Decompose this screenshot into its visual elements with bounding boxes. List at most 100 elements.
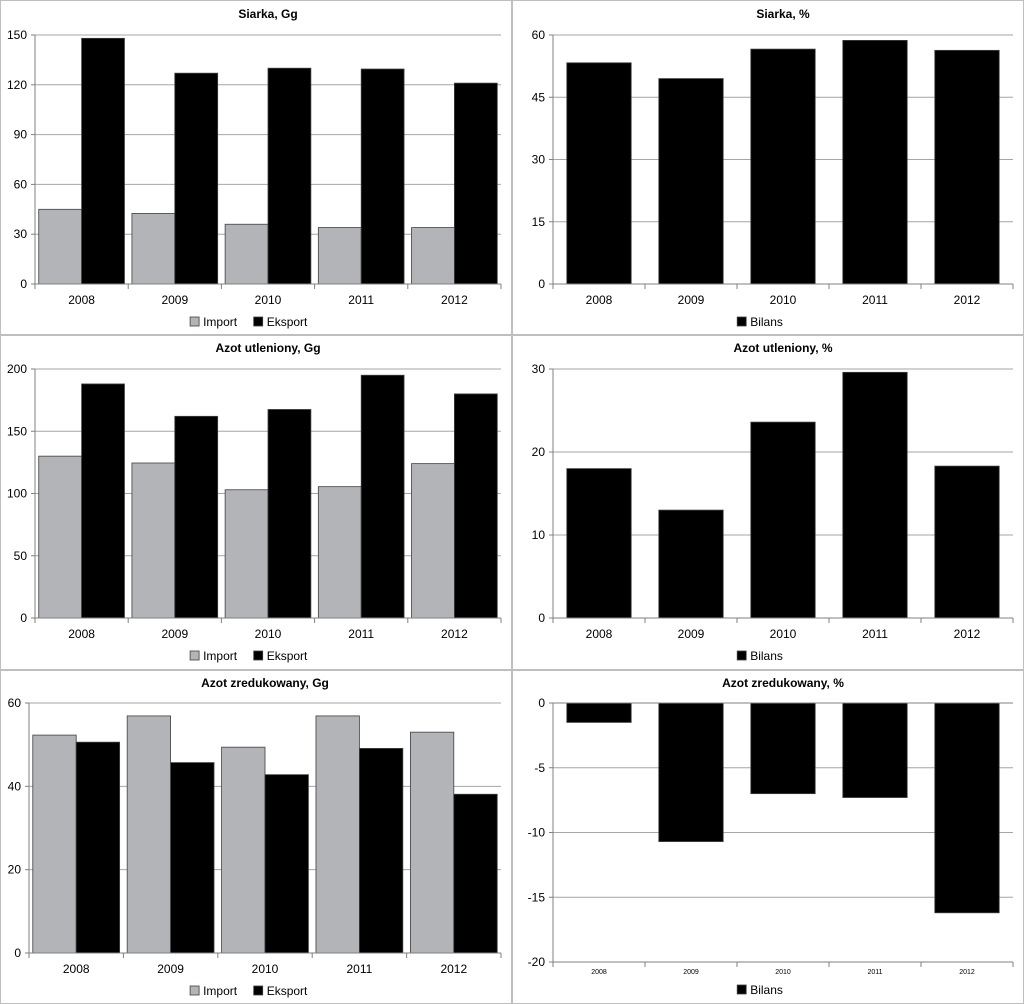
x-tick-label: 2011: [346, 962, 372, 976]
bar: [842, 371, 908, 619]
bar: [750, 421, 816, 619]
y-tick-label: 100: [7, 487, 27, 501]
chart-panel: Azot utleniony, Gg 0 50 100 150 200 2008 2009 20…: [0, 335, 512, 670]
bar: [81, 37, 125, 285]
x-tick-label: 2012: [441, 293, 468, 307]
x-tick-label: 2011: [348, 293, 374, 307]
bar: [360, 68, 405, 285]
bar: [409, 731, 455, 954]
x-tick-label: 2012: [440, 962, 467, 976]
x-tick-label: 2008: [68, 293, 95, 307]
y-tick-label: 50: [14, 549, 28, 563]
bar: [934, 702, 1000, 914]
chart-panel: Azot zredukowany, Gg 0 20 40 60 2008 2009 2010 2…: [0, 670, 512, 1004]
y-tick-label: 60: [532, 28, 546, 42]
x-tick-label: 2008: [68, 627, 95, 641]
y-tick-label: -20: [528, 955, 546, 969]
bar: [38, 455, 83, 619]
bar: [174, 415, 219, 619]
y-tick-label: 120: [7, 78, 27, 92]
legend-swatch: [189, 650, 200, 661]
legend-label: Bilans: [750, 649, 783, 663]
chart-panel: Azot utleniony, % 0 10 20 30 2008 2009 2010 2011…: [512, 335, 1024, 670]
bar: [453, 393, 498, 619]
legend-swatch: [736, 650, 747, 661]
x-tick-label: 2009: [678, 293, 705, 307]
x-tick-label: 2012: [441, 627, 468, 641]
chart-svg: Azot utleniony, % 0 10 20 30 2008 2009 2010 2011…: [532, 341, 1014, 663]
chart-svg: Azot utleniony, Gg 0 50 100 150 200 2008 2009 20…: [7, 341, 502, 663]
x-tick-label: 2010: [775, 969, 791, 976]
chart-title: Azot utleniony, Gg: [215, 341, 320, 355]
bar: [360, 374, 405, 619]
bar: [267, 67, 312, 285]
legend-label: Eksport: [267, 984, 308, 998]
chart-title: Azot utleniony, %: [733, 341, 832, 355]
x-tick-label: 2010: [770, 293, 797, 307]
y-tick-label: 20: [8, 863, 22, 877]
bar: [453, 793, 498, 954]
bar: [174, 72, 219, 285]
legend-label: Bilans: [750, 315, 783, 329]
x-tick-label: 2008: [63, 962, 90, 976]
bar: [81, 383, 125, 619]
bar: [317, 486, 362, 619]
legend-swatch: [189, 316, 200, 327]
bar: [317, 227, 362, 285]
bar: [170, 762, 215, 954]
y-tick-label: 200: [7, 362, 27, 376]
chart-title: Azot zredukowany, %: [722, 676, 844, 690]
x-tick-label: 2012: [959, 969, 975, 976]
x-tick-label: 2010: [255, 627, 282, 641]
bar: [658, 78, 724, 285]
x-tick-label: 2008: [586, 627, 613, 641]
bar: [32, 734, 77, 954]
y-tick-label: 10: [532, 528, 546, 542]
chart-svg: Siarka, % 0 15 30 45 60 2008 2009 2010 2011 2012 Bi…: [532, 7, 1014, 329]
bar: [566, 468, 632, 619]
bar: [126, 715, 172, 954]
x-tick-label: 2009: [161, 293, 188, 307]
bar: [131, 462, 176, 619]
bar: [658, 509, 724, 619]
bar: [267, 409, 312, 619]
chart-svg: Azot zredukowany, % 0 -5 -10 -15 -20 2008 2009 2…: [528, 676, 1014, 997]
y-tick-label: 45: [532, 90, 546, 104]
bar: [934, 49, 1000, 285]
bar: [131, 213, 176, 285]
legend-label: Bilans: [750, 983, 783, 997]
y-tick-label: 0: [20, 611, 27, 625]
chart-svg: Siarka, Gg 0 30 60 90 120 150 2008 2009 2010 2011 2…: [7, 7, 502, 329]
chart-svg: Azot zredukowany, Gg 0 20 40 60 2008 2009 2010 2…: [8, 676, 502, 998]
bar: [842, 39, 908, 285]
x-tick-label: 2011: [862, 627, 888, 641]
y-tick-label: 150: [7, 424, 27, 438]
y-tick-label: 0: [538, 611, 545, 625]
bar: [315, 715, 360, 954]
legend-swatch: [736, 316, 747, 327]
bar: [224, 223, 269, 285]
x-tick-label: 2009: [157, 962, 184, 976]
y-tick-label: 30: [14, 227, 28, 241]
bar: [934, 465, 1000, 619]
legend-swatch: [253, 316, 264, 327]
x-tick-label: 2008: [586, 293, 613, 307]
legend-swatch: [253, 650, 264, 661]
bar: [411, 227, 455, 285]
y-tick-label: 0: [538, 696, 545, 710]
y-tick-label: 90: [14, 128, 28, 142]
chart-title: Siarka, Gg: [238, 7, 297, 21]
y-tick-label: 40: [8, 779, 22, 793]
y-tick-label: 0: [14, 946, 21, 960]
x-tick-label: 2011: [348, 627, 374, 641]
y-tick-label: -15: [528, 890, 546, 904]
legend-label: Import: [203, 649, 238, 663]
bar: [750, 702, 816, 795]
y-tick-label: 15: [532, 215, 546, 229]
legend-label: Eksport: [267, 649, 308, 663]
x-tick-label: 2010: [255, 293, 282, 307]
y-tick-label: -10: [528, 826, 546, 840]
bar: [224, 489, 269, 619]
bar: [842, 702, 908, 798]
